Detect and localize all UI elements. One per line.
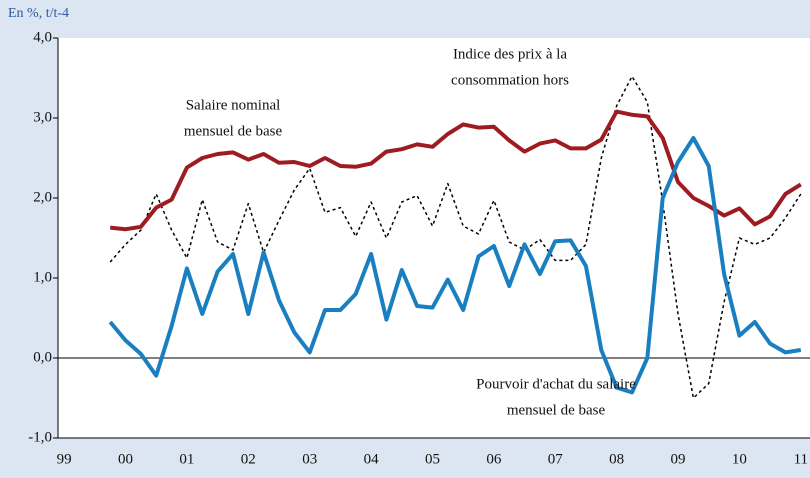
y-tick-label: -1,0 [28,429,52,445]
x-tick-label: 00 [118,451,133,467]
y-tick-label: 0,0 [33,349,52,365]
y-tick-label: 1,0 [33,269,52,285]
series-line [108,136,802,395]
x-tick-label: 02 [241,451,256,467]
x-tick-label: 03 [302,451,317,467]
x-tick-label: 08 [609,451,624,467]
x-tick-label: 01 [179,451,194,467]
x-tick-label: 10 [732,451,747,467]
annotation: mensuel de base [184,123,283,139]
plot-area [58,38,810,438]
x-tick-label: 05 [425,451,440,467]
x-tick-label: 07 [548,451,564,467]
x-tick-label: 99 [57,451,72,467]
x-tick-label: 09 [671,451,686,467]
series-line [109,109,802,232]
annotation: Salaire nominal [186,97,281,113]
annotation: Pourvoir d'achat du salaire [476,376,636,392]
x-tick-label: 04 [364,451,380,467]
annotation: consommation hors [451,72,569,88]
y-tick-label: 4,0 [33,29,52,45]
y-tick-label: 2,0 [33,189,52,205]
annotation: mensuel de base [507,402,606,418]
chart-subtitle: En %, t/t-4 [8,6,69,21]
y-tick-label: 3,0 [33,109,52,125]
x-tick-label: 11 [794,451,808,467]
annotation: Indice des prix à la [453,46,567,62]
x-tick-label: 06 [486,451,502,467]
